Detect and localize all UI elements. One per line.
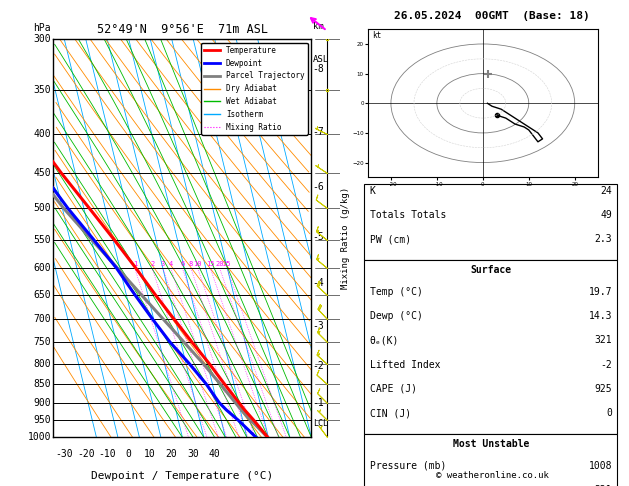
Text: 850: 850 (33, 379, 51, 389)
Text: Most Unstable: Most Unstable (453, 439, 529, 450)
Text: -5: -5 (313, 232, 325, 242)
Text: 8: 8 (189, 260, 193, 267)
Text: -6: -6 (313, 182, 325, 192)
Text: 25: 25 (223, 260, 231, 267)
Text: 30: 30 (187, 450, 199, 459)
Text: 321: 321 (594, 335, 612, 346)
Text: -4: -4 (313, 278, 325, 288)
Text: 26.05.2024  00GMT  (Base: 18): 26.05.2024 00GMT (Base: 18) (394, 11, 590, 21)
Text: 925: 925 (594, 384, 612, 394)
Text: 10: 10 (144, 450, 156, 459)
Text: 6: 6 (181, 260, 184, 267)
Text: 49: 49 (601, 210, 612, 220)
Legend: Temperature, Dewpoint, Parcel Trajectory, Dry Adiabat, Wet Adiabat, Isotherm, Mi: Temperature, Dewpoint, Parcel Trajectory… (201, 43, 308, 135)
Text: 950: 950 (33, 416, 51, 425)
Text: -20: -20 (77, 450, 94, 459)
Text: θₑ(K): θₑ(K) (369, 335, 399, 346)
FancyBboxPatch shape (364, 260, 618, 434)
FancyBboxPatch shape (364, 434, 618, 486)
Text: -2: -2 (313, 361, 325, 371)
Text: Mixing Ratio (g/kg): Mixing Ratio (g/kg) (342, 187, 350, 289)
Text: 20: 20 (166, 450, 177, 459)
Text: Temp (°C): Temp (°C) (369, 287, 423, 297)
Text: 3: 3 (161, 260, 165, 267)
Text: -1: -1 (313, 398, 325, 408)
Text: 10: 10 (194, 260, 202, 267)
Text: Lifted Index: Lifted Index (369, 360, 440, 370)
Text: kt: kt (372, 31, 382, 40)
Text: 600: 600 (33, 263, 51, 273)
Text: © weatheronline.co.uk: © weatheronline.co.uk (436, 471, 548, 480)
Text: K: K (369, 186, 376, 196)
Text: 2: 2 (150, 260, 154, 267)
Text: 450: 450 (33, 168, 51, 178)
Text: 500: 500 (33, 203, 51, 213)
Text: 24: 24 (601, 186, 612, 196)
Text: -10: -10 (98, 450, 116, 459)
Text: Totals Totals: Totals Totals (369, 210, 446, 220)
Text: 321: 321 (594, 485, 612, 486)
Text: 650: 650 (33, 290, 51, 300)
Text: 0: 0 (126, 450, 131, 459)
Text: -30: -30 (55, 450, 73, 459)
Text: 19.7: 19.7 (589, 287, 612, 297)
Text: -2: -2 (601, 360, 612, 370)
FancyBboxPatch shape (364, 184, 618, 260)
Text: Dewpoint / Temperature (°C): Dewpoint / Temperature (°C) (91, 471, 274, 481)
Text: 350: 350 (33, 85, 51, 95)
Title: 52°49'N  9°56'E  71m ASL: 52°49'N 9°56'E 71m ASL (97, 23, 268, 36)
Text: 0: 0 (606, 408, 612, 418)
Text: -3: -3 (313, 321, 325, 331)
Text: 40: 40 (209, 450, 221, 459)
Text: CAPE (J): CAPE (J) (369, 384, 416, 394)
Text: 750: 750 (33, 337, 51, 347)
Text: 14.3: 14.3 (589, 311, 612, 321)
Text: 1008: 1008 (589, 461, 612, 471)
Text: θₑ (K): θₑ (K) (369, 485, 404, 486)
Text: 400: 400 (33, 129, 51, 139)
Text: hPa: hPa (33, 23, 51, 33)
Text: 4: 4 (169, 260, 173, 267)
Text: 900: 900 (33, 398, 51, 408)
Text: 2.3: 2.3 (594, 234, 612, 244)
Text: 1000: 1000 (28, 433, 51, 442)
Text: LCL: LCL (313, 419, 328, 428)
Text: Surface: Surface (470, 265, 511, 276)
Text: 1: 1 (133, 260, 137, 267)
Text: 20: 20 (216, 260, 224, 267)
Text: CIN (J): CIN (J) (369, 408, 411, 418)
Text: -8: -8 (313, 65, 325, 74)
Text: 800: 800 (33, 359, 51, 368)
Text: 550: 550 (33, 235, 51, 244)
Text: 300: 300 (33, 34, 51, 44)
Text: km: km (313, 22, 323, 31)
Text: PW (cm): PW (cm) (369, 234, 411, 244)
Text: Pressure (mb): Pressure (mb) (369, 461, 446, 471)
Text: 700: 700 (33, 314, 51, 324)
Text: -7: -7 (313, 127, 325, 137)
Text: Dewp (°C): Dewp (°C) (369, 311, 423, 321)
Text: ASL: ASL (313, 55, 329, 64)
Text: 15: 15 (206, 260, 214, 267)
